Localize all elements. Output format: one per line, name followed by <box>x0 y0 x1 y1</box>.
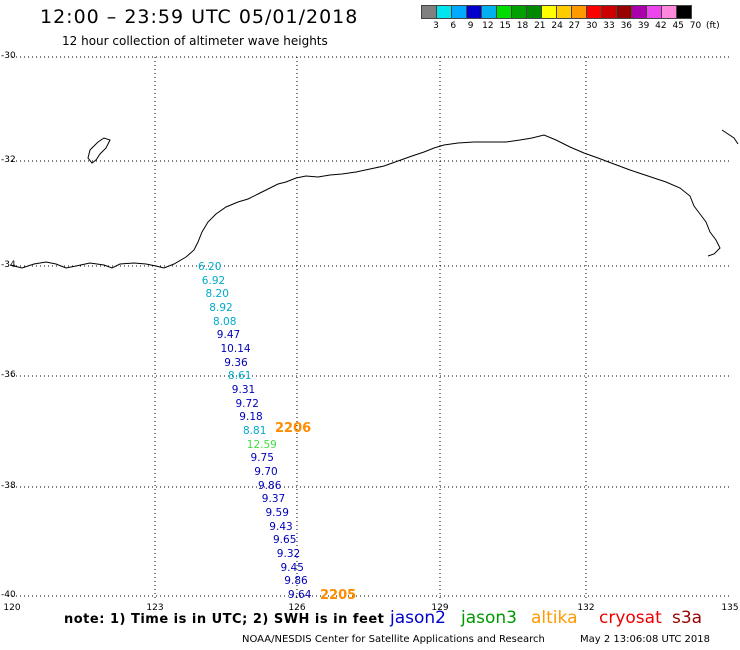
longitude-label: 129 <box>431 603 449 613</box>
color-scale-label: 45 <box>672 21 684 31</box>
wave-height-label: 8.08 <box>213 315 237 328</box>
generated-timestamp: May 2 13:06:08 UTC 2018 <box>580 634 710 645</box>
wave-height-label: 9.64 <box>288 589 312 601</box>
latitude-label: -38 <box>1 481 16 491</box>
wave-height-label: 10.14 <box>220 343 251 355</box>
color-scale-label: 27 <box>568 21 581 31</box>
wave-height-label: 9.65 <box>273 534 297 547</box>
credit-line: NOAA/NESDIS Center for Satellite Applica… <box>242 634 545 645</box>
color-scale-label: 24 <box>551 21 563 31</box>
wave-height-label: 9.32 <box>276 548 301 560</box>
color-scale-label: 39 <box>637 21 650 31</box>
wave-height-label: 9.43 <box>269 520 293 533</box>
map-subtitle: 12 hour collection of altimeter wave hei… <box>62 34 328 48</box>
satellite-legend-item: s3a <box>672 608 703 628</box>
island-outline <box>87 137 111 164</box>
satellite-legend-item: jason2 <box>390 608 446 628</box>
coastline <box>9 134 721 269</box>
color-scale-label: 70 <box>689 21 702 31</box>
wave-height-label: 9.86 <box>284 575 308 588</box>
wave-height-label: 9.36 <box>224 356 248 369</box>
latitude-label: -34 <box>1 260 16 270</box>
longitude-label: 120 <box>3 603 21 613</box>
latitude-label: -36 <box>1 370 16 380</box>
wave-height-label: 9.47 <box>216 329 241 342</box>
wave-height-label: 12.59 <box>246 438 277 451</box>
wave-height-label: 8.81 <box>243 425 267 437</box>
color-scale-label: 15 <box>499 21 511 31</box>
coastline-edge <box>721 129 739 145</box>
color-swatches <box>421 5 740 19</box>
color-scale-label: (ft) <box>706 21 720 31</box>
satellite-legend-item: jason3 <box>461 608 517 628</box>
graticule-grid <box>8 56 732 600</box>
color-scale-label: 9 <box>467 21 474 31</box>
wave-height-label: 8.92 <box>209 302 233 314</box>
wave-height-label: 9.45 <box>280 561 304 574</box>
color-scale-label: 21 <box>534 21 546 31</box>
wave-height-label: 9.86 <box>258 479 282 492</box>
wave-height-label: 9.37 <box>261 493 286 506</box>
color-scale-label: 12 <box>482 21 494 31</box>
color-scale-label: 3 <box>433 21 439 31</box>
latitude-label: -32 <box>1 155 16 165</box>
color-scale-label: 18 <box>516 21 529 31</box>
footnote: note: 1) Time is in UTC; 2) SWH is in fe… <box>64 612 385 627</box>
color-scale-label: 42 <box>655 21 667 31</box>
wave-height-label: 6.20 <box>198 261 222 273</box>
color-scale-label: 33 <box>603 21 615 31</box>
map-title: 12:00 – 23:59 UTC 05/01/2018 <box>40 6 359 28</box>
latitude-label: -30 <box>1 51 16 61</box>
wave-height-label: 9.31 <box>231 384 256 396</box>
color-scale-label: 36 <box>620 21 633 31</box>
latitude-label: -40 <box>1 590 16 600</box>
time-label-2206: 2206 <box>275 421 312 436</box>
wave-height-label: 9.18 <box>239 411 263 424</box>
wave-height-label: 9.59 <box>265 507 289 519</box>
wave-height-label: 8.61 <box>228 370 252 383</box>
wave-height-label: 6.92 <box>201 274 226 287</box>
color-scale-label: 6 <box>450 21 457 31</box>
wave-height-label: 9.70 <box>254 466 278 478</box>
time-label-2205: 2205 <box>320 588 357 603</box>
color-scale-label: 30 <box>585 21 598 31</box>
longitude-label: 135 <box>721 603 739 613</box>
longitude-label: 123 <box>146 603 164 613</box>
color-scale-labels: 3 6 9 12 15 18 21 24 27 30 33 36 39 42 45 70 (ft) <box>421 19 740 31</box>
longitude-label: 132 <box>577 603 595 613</box>
wave-height-label: 8.20 <box>205 288 229 301</box>
satellite-legend-item: altika <box>531 608 578 628</box>
wave-height-label: 9.75 <box>250 452 274 465</box>
color-swatch <box>676 5 692 19</box>
longitude-label: 126 <box>288 603 306 613</box>
satellite-legend-item: cryosat <box>599 608 662 628</box>
wave-height-label: 9.72 <box>235 397 259 410</box>
color-scale-legend: 3 6 9 12 15 18 21 24 27 30 33 36 39 42 45 70 (ft) <box>421 5 740 31</box>
